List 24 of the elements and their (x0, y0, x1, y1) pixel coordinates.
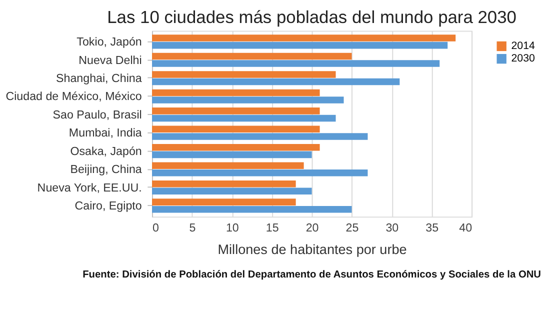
y-tick-label: Nueva York, EE.UU. (37, 181, 142, 194)
legend-label: 2014 (511, 40, 536, 52)
y-tick-label: Ciudad de México, México (6, 90, 142, 104)
x-tick-label: 30 (386, 222, 399, 235)
legend-label: 2030 (511, 52, 536, 65)
y-tick-label: Shanghai, China (56, 72, 142, 86)
source-note: Fuente: División de Población del Departamento de Asuntos Económicos y Sociales de la ONU (82, 270, 542, 281)
y-tick-label: Cairo, Egipto (74, 200, 142, 213)
x-tick-label: 15 (266, 222, 279, 235)
x-tick-label: 35 (426, 222, 439, 235)
chart-title: Las 10 ciudades más pobladas del mundo para 2030 (107, 6, 516, 27)
y-tick-label: Sao Paulo, Brasil (52, 108, 142, 122)
x-tick-label: 40 (459, 222, 472, 235)
y-tick-label: Osaka, Japón (70, 144, 142, 158)
x-axis-title: Millones de habitantes por urbe (218, 242, 407, 257)
x-tick-label: 0 (152, 222, 159, 235)
x-tick-label: 5 (189, 222, 196, 235)
x-tick-label: 25 (346, 222, 359, 235)
y-tick-label: Mumbai, India (68, 126, 142, 140)
y-tick-label: Tokio, Japón (76, 36, 142, 49)
y-tick-label: Beijing, China (70, 163, 142, 176)
x-tick-label: 20 (306, 222, 319, 235)
x-tick-label: 10 (226, 222, 239, 235)
y-tick-label: Nueva Delhi (78, 54, 142, 67)
